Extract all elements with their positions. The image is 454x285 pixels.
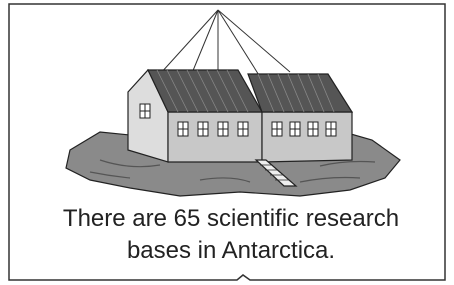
card: There are 65 scientific research bases i… bbox=[0, 0, 454, 285]
caption-line: bases in Antarctica. bbox=[127, 237, 335, 264]
caption-line: There are 65 scientific research bbox=[63, 205, 399, 232]
illustration bbox=[66, 10, 400, 196]
